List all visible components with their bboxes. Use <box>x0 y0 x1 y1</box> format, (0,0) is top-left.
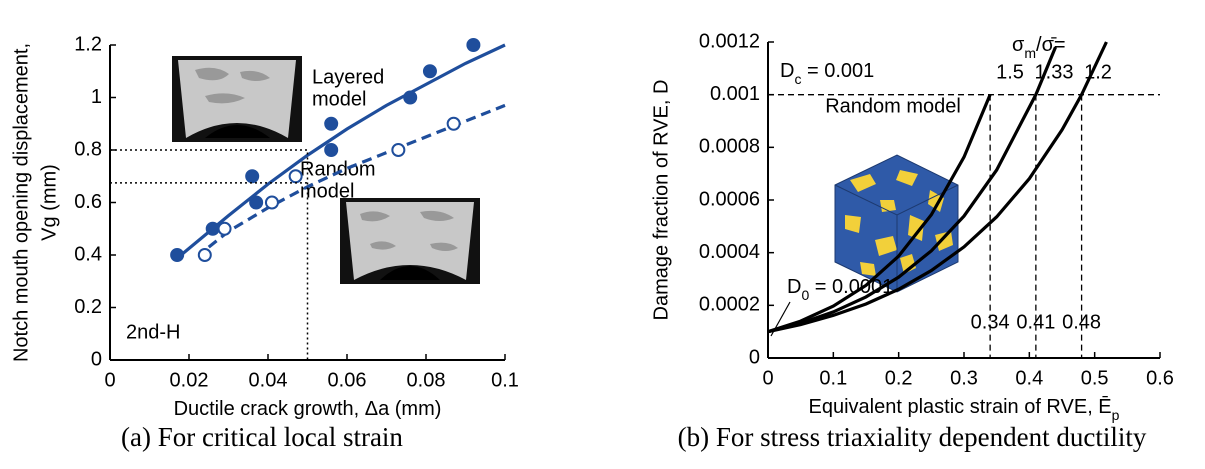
x-tick-label: 0.1 <box>491 369 519 391</box>
annotation: Random model <box>825 95 961 117</box>
y-tick-label: 0 <box>91 348 102 370</box>
curve <box>767 94 992 334</box>
y-tick-label: 0.0004 <box>699 241 760 263</box>
cube-phase <box>845 170 953 276</box>
guide-line <box>110 149 309 360</box>
y-tick-label: 0.001 <box>710 83 760 105</box>
data-point <box>324 143 339 157</box>
series-label: 1.2 <box>1084 61 1112 83</box>
data-point <box>391 143 406 157</box>
data-point <box>466 38 481 52</box>
x-tick-label: 0.3 <box>950 367 978 389</box>
d0-label-part: 0 <box>801 287 809 303</box>
data-point <box>205 221 220 236</box>
y-tick-label: 0.4 <box>74 243 102 265</box>
curve <box>180 43 506 257</box>
x-axis-label: Ductile crack growth, Δa (mm) <box>174 398 442 420</box>
x-tick-label: 0.6 <box>1146 367 1174 389</box>
series-label: 1.5 <box>996 61 1024 83</box>
x-tick-label: 0.4 <box>1015 367 1043 389</box>
x-axis-label-part: p <box>1112 407 1120 423</box>
data-point <box>217 221 232 236</box>
data-point <box>446 116 461 131</box>
y-tick-label: 0.0002 <box>699 294 760 316</box>
y-tick-label: 0.0012 <box>699 30 760 52</box>
y-axis-label: Damage fraction of RVE, D <box>650 80 672 321</box>
inset-crack <box>205 125 270 138</box>
y-axis-label: Vg (mm) <box>38 164 60 241</box>
rve-cube <box>834 154 959 293</box>
y-tick-label: 0 <box>749 346 760 368</box>
y-tick-label: 1.2 <box>74 33 102 55</box>
strain-label: 0.41 <box>1016 311 1055 333</box>
data-point <box>245 169 260 184</box>
x-tick-label: 0.02 <box>170 369 209 391</box>
x-tick-label: 0 <box>762 367 773 389</box>
x-tick-label: 0.06 <box>328 369 367 391</box>
x-tick-label: 0 <box>104 369 115 391</box>
strain-label: 0.48 <box>1062 311 1101 333</box>
inset-grain <box>360 210 458 251</box>
annotation: 2nd-H <box>126 321 180 343</box>
ratio-label-part: m <box>1024 45 1036 61</box>
data-point <box>249 195 264 210</box>
x-tick-label: 0.5 <box>1081 367 1109 389</box>
y-tick-label: 0.2 <box>74 296 102 318</box>
d0-label-part: D <box>787 276 801 298</box>
y-axis-label: Notch mouth opening displacement, <box>10 43 32 362</box>
x-tick-label: 0.04 <box>249 369 288 391</box>
strain-label: 0.34 <box>971 311 1010 333</box>
data-point <box>197 248 212 262</box>
dc-label-part: = 0.001 <box>801 60 874 82</box>
ratio-label-part: /σ̄= <box>1036 34 1066 56</box>
annotation: Layered <box>312 66 384 88</box>
curve <box>767 46 1057 334</box>
x-tick-label: 0.08 <box>407 369 446 391</box>
annotation: model <box>300 180 354 202</box>
data-point <box>403 90 418 105</box>
y-tick-label: 1 <box>91 86 102 108</box>
x-tick-label: 0.1 <box>819 367 847 389</box>
x-axis-label: Equivalent plastic strain of RVE, Ēp <box>809 395 1120 422</box>
inset-specimen <box>346 202 474 280</box>
x-tick-label: 0.2 <box>885 367 913 389</box>
inset-grain <box>195 67 270 104</box>
inset-crack <box>380 266 440 280</box>
ratio-label: σm/σ̄= <box>1012 34 1066 60</box>
y-tick-label: 0.0006 <box>699 188 760 210</box>
series-label: 1.33 <box>1035 61 1074 83</box>
data-point <box>288 169 303 184</box>
curve <box>767 41 1108 334</box>
caption: (a) For critical local strain <box>121 422 403 452</box>
ratio-label-part: σ <box>1012 34 1025 56</box>
layered-inset <box>172 56 302 142</box>
y-tick-label: 0.8 <box>74 138 102 160</box>
x-axis-label-part: Equivalent plastic strain of RVE, Ē <box>809 395 1112 418</box>
x-axis-label-part: Ductile crack growth, Δa (mm) <box>174 398 442 420</box>
annotation: model <box>312 88 366 110</box>
dc-label-part: D <box>780 60 794 82</box>
random-inset <box>340 198 480 284</box>
dc-label: Dc = 0.001 <box>780 60 874 86</box>
y-tick-label: 0.6 <box>74 191 102 213</box>
data-point <box>264 195 279 210</box>
data-point <box>170 248 185 262</box>
y-tick-label: 0.0008 <box>699 136 760 158</box>
annotation: Random <box>300 158 376 180</box>
data-point <box>324 116 339 131</box>
caption: (b) For stress triaxiality dependent duc… <box>678 422 1147 452</box>
data-point <box>422 64 437 79</box>
dc-label-part: c <box>794 71 801 87</box>
